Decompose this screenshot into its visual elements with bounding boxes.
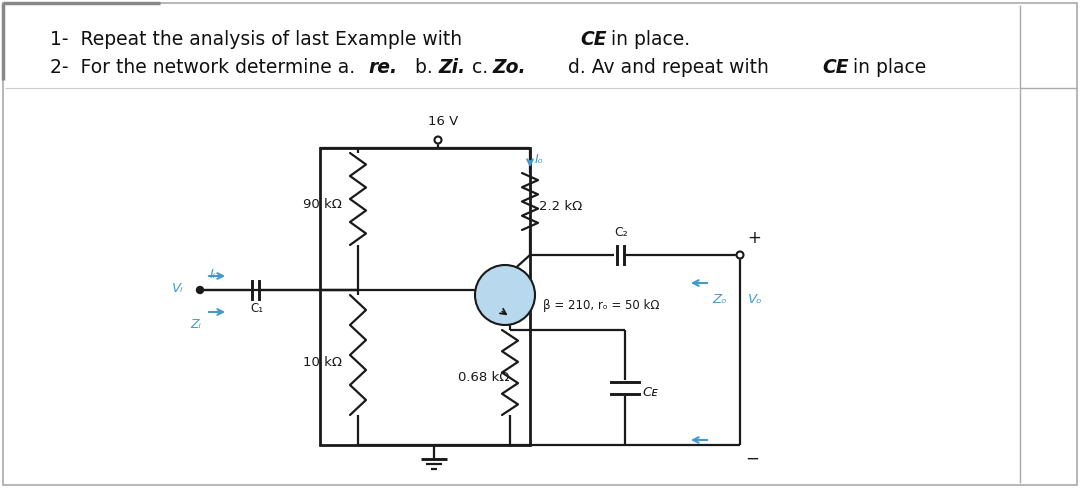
Circle shape [434,137,442,143]
Text: 1-  Repeat the analysis of last Example with: 1- Repeat the analysis of last Example w… [50,30,468,49]
Text: in place: in place [847,58,927,77]
Text: CE: CE [580,30,607,49]
Bar [320,148,530,445]
Circle shape [197,286,203,293]
Text: Zₒ: Zₒ [713,293,727,306]
Text: b.: b. [391,58,438,77]
Text: −: − [745,450,759,468]
Text: Iᵢ: Iᵢ [210,268,216,281]
Text: Zi.: Zi. [438,58,465,77]
Text: 16 V: 16 V [428,115,458,128]
Text: 2-  For the network determine a.: 2- For the network determine a. [50,58,361,77]
Text: re.: re. [368,58,397,77]
Text: Cᴇ: Cᴇ [642,386,658,399]
Text: Vₒ: Vₒ [748,293,762,306]
Text: Iₒ: Iₒ [535,153,544,166]
Text: CE: CE [822,58,849,77]
Text: 0.68 kΩ: 0.68 kΩ [458,371,510,384]
Text: Zo.: Zo. [492,58,526,77]
Text: Vᵢ: Vᵢ [172,282,184,294]
Text: 2.2 kΩ: 2.2 kΩ [539,200,582,213]
Text: in place.: in place. [605,30,690,49]
Text: β = 210, rₒ = 50 kΩ: β = 210, rₒ = 50 kΩ [543,299,660,311]
Text: 90 kΩ: 90 kΩ [303,198,342,210]
Circle shape [737,251,743,259]
Circle shape [475,265,535,325]
Text: C₁: C₁ [251,302,264,315]
Text: +: + [747,229,761,247]
Text: d. Av and repeat with: d. Av and repeat with [519,58,774,77]
Text: c.: c. [460,58,495,77]
Text: Zᵢ: Zᵢ [190,318,201,331]
Text: 10 kΩ: 10 kΩ [303,357,342,369]
Text: C₂: C₂ [615,226,627,239]
